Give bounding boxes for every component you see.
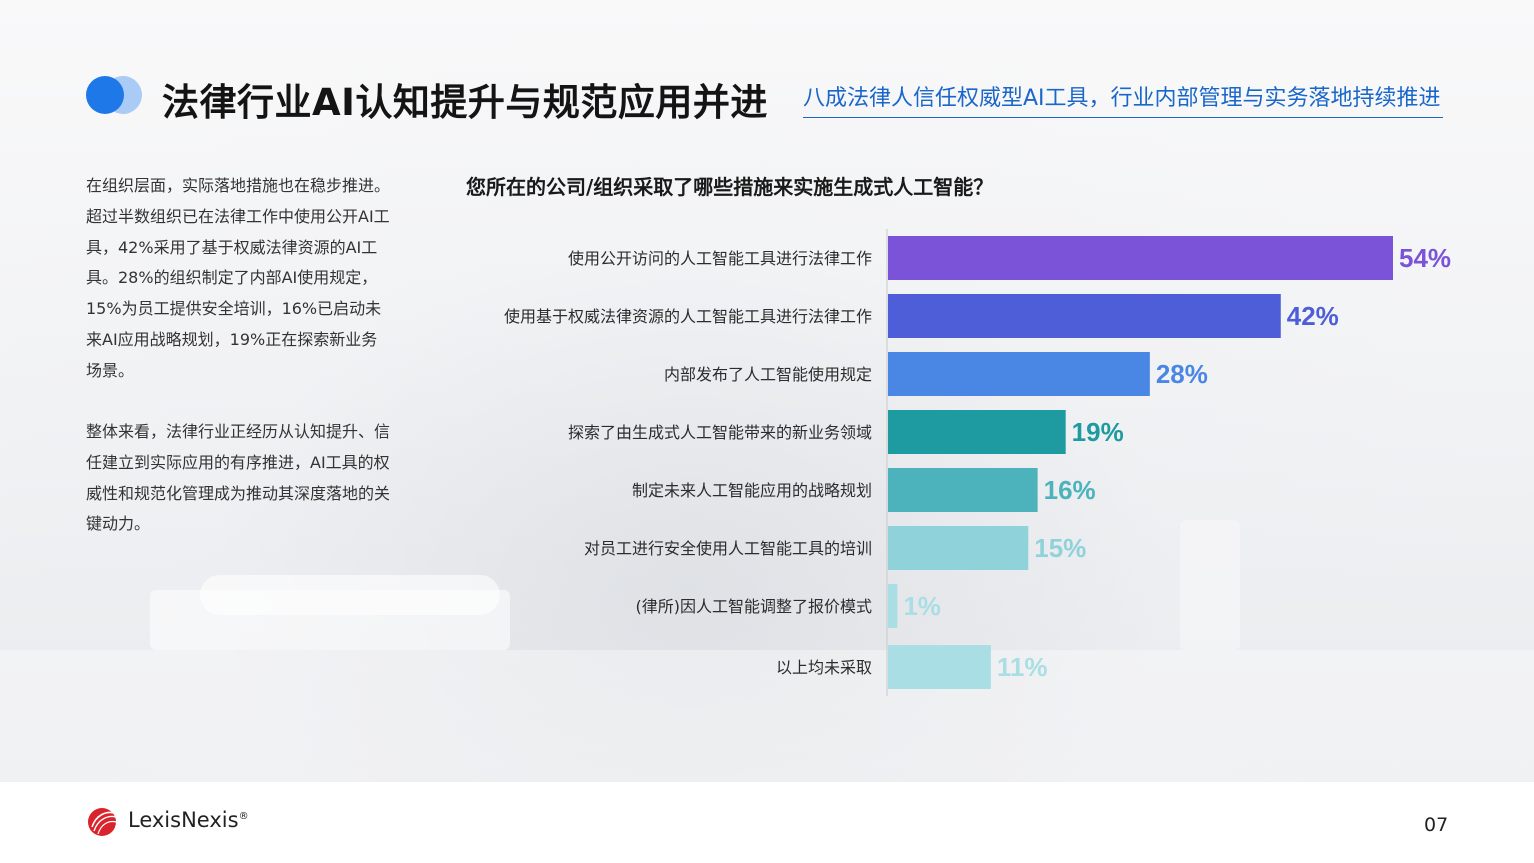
bar-chart: 使用公开访问的人工智能工具进行法律工作 54% 使用基于权威法律资源的人工智能工具进…	[504, 229, 1451, 696]
value-label: 1%	[903, 591, 941, 621]
bar	[888, 468, 1038, 512]
page-title: 法律行业AI认知提升与规范应用并进	[162, 81, 768, 124]
footer	[0, 782, 1534, 863]
chart-title: 您所在的公司/组织采取了哪些措施来实施生成式人工智能？	[466, 175, 994, 199]
body-paragraph-1: 在组织层面，实际落地措施也在稳步推进。超过半数组织已在法律工作中使用公开AI工具…	[86, 176, 391, 380]
background-desk-surface	[0, 650, 1534, 782]
brand-name: LexisNexis®	[128, 808, 249, 832]
value-label: 54%	[1399, 243, 1451, 273]
background-glass-shape	[1180, 520, 1240, 650]
category-label: 以上均未采取	[776, 658, 872, 677]
category-label: 探索了由生成式人工智能带来的新业务领域	[568, 423, 872, 442]
category-label: (律所)因人工智能调整了报价模式	[636, 597, 873, 616]
category-label: 内部发布了人工智能使用规定	[664, 365, 872, 384]
bar	[888, 410, 1066, 454]
category-label: 对员工进行安全使用人工智能工具的培训	[584, 539, 872, 558]
slide-background	[0, 0, 1534, 782]
background-scroll-shape	[200, 575, 500, 615]
bar	[888, 645, 991, 689]
value-label: 11%	[997, 652, 1048, 682]
value-label: 42%	[1287, 301, 1339, 331]
value-label: 16%	[1044, 475, 1096, 505]
page-subtitle: 八成法律人信任权威型AI工具，行业内部管理与实务落地持续推进	[803, 80, 1443, 118]
body-paragraph-2: 整体来看，法律行业正经历从认知提升、信任建立到实际应用的有序推进，AI工具的权威…	[86, 422, 391, 534]
value-label: 28%	[1156, 359, 1208, 389]
category-label: 使用公开访问的人工智能工具进行法律工作	[568, 249, 872, 268]
bar	[888, 352, 1150, 396]
title-dot-front-icon	[86, 76, 124, 114]
bar	[888, 236, 1393, 280]
bar	[888, 294, 1281, 338]
bar	[888, 584, 898, 628]
page-number: 07	[1424, 814, 1449, 836]
category-label: 制定未来人工智能应用的战略规划	[632, 481, 872, 500]
lexisnexis-logo-icon	[88, 808, 117, 836]
category-label: 使用基于权威法律资源的人工智能工具进行法律工作	[504, 307, 872, 326]
bar	[888, 526, 1029, 570]
value-label: 19%	[1072, 417, 1124, 447]
value-label: 15%	[1034, 533, 1086, 563]
